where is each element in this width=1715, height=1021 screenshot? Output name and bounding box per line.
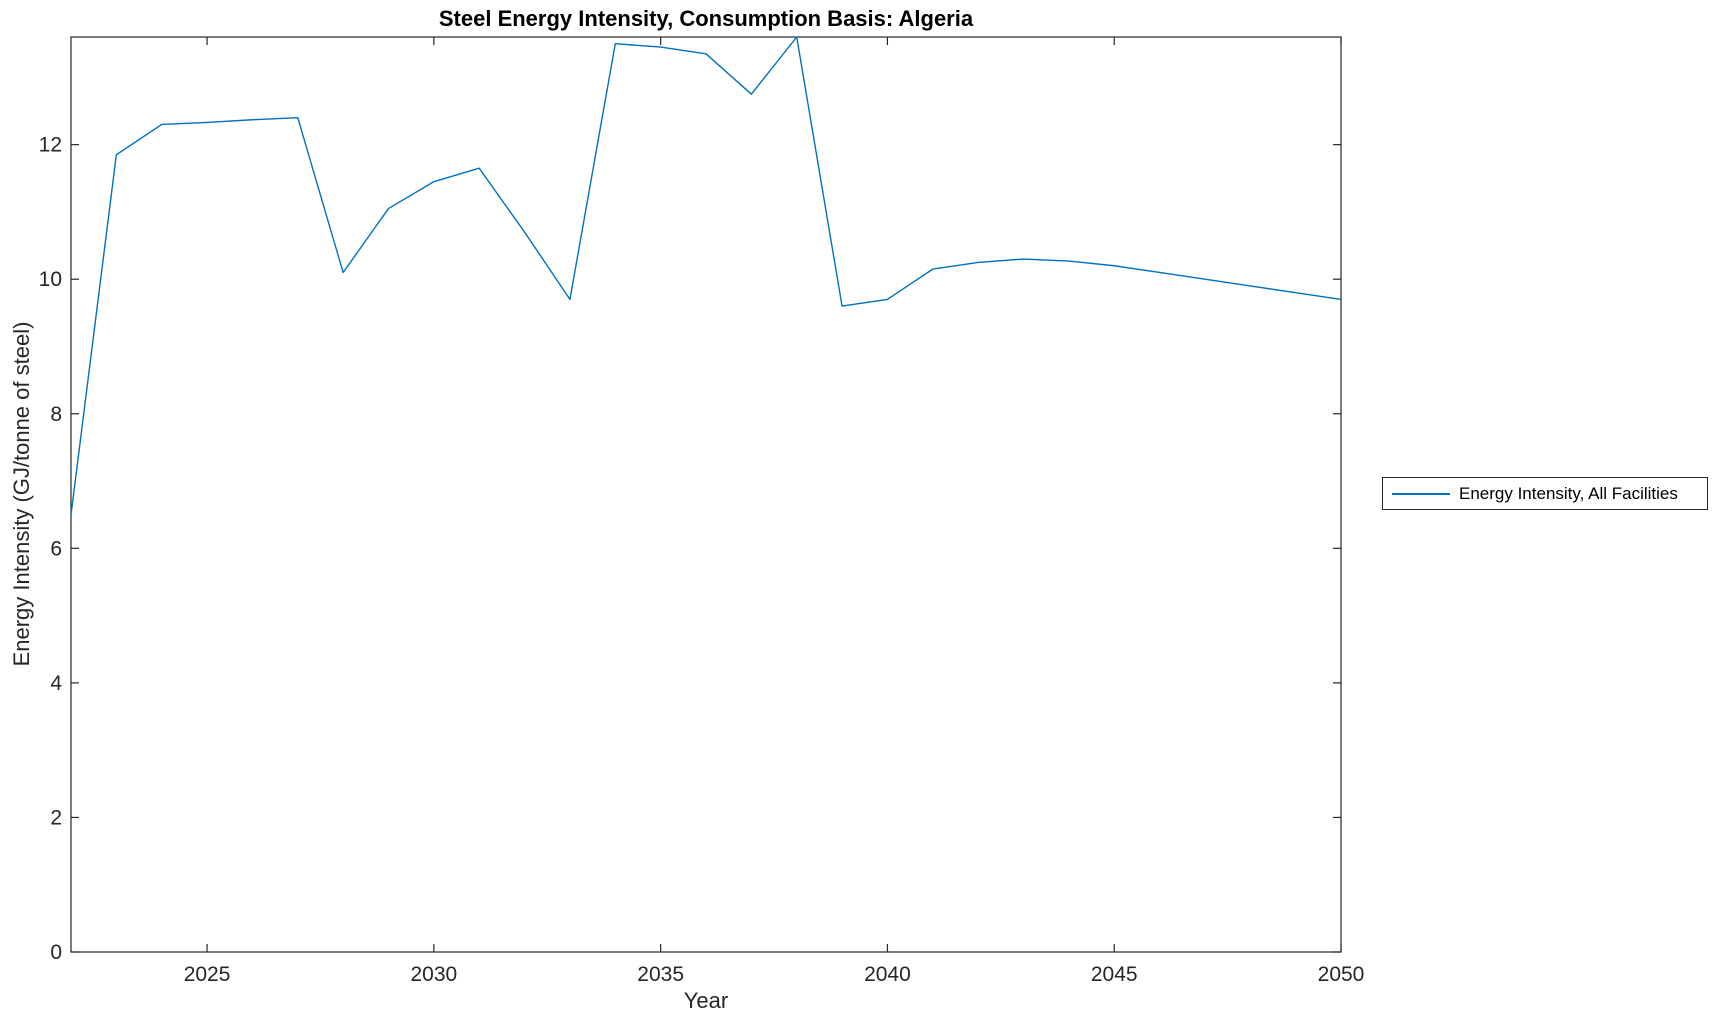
x-tick-label: 2030 (410, 963, 457, 986)
y-tick-label: 6 (50, 537, 62, 560)
plot-box (70, 36, 1342, 953)
x-tick-label: 2025 (184, 963, 231, 986)
x-tick-label: 2035 (637, 963, 684, 986)
chart-title: Steel Energy Intensity, Consumption Basi… (438, 6, 974, 31)
data-series-line (70, 36, 1342, 515)
x-tick-label: 2040 (864, 963, 911, 986)
legend: Energy Intensity, All Facilities (1382, 477, 1708, 510)
y-axis-label: Energy Intensity (GJ/tonne of steel) (9, 321, 34, 667)
y-tick-label: 12 (39, 134, 62, 157)
x-tick-label: 2050 (1318, 963, 1365, 986)
y-tick-label: 4 (50, 672, 62, 695)
y-tick-label: 0 (50, 941, 62, 964)
legend-line-sample (1392, 492, 1450, 495)
x-axis-label: Year (683, 988, 729, 1013)
y-tick-label: 8 (50, 403, 62, 426)
y-tick-label: 2 (50, 806, 62, 829)
y-tick-label: 10 (39, 268, 62, 291)
x-tick-label: 2045 (1091, 963, 1138, 986)
legend-item-label: Energy Intensity, All Facilities (1459, 483, 1678, 503)
